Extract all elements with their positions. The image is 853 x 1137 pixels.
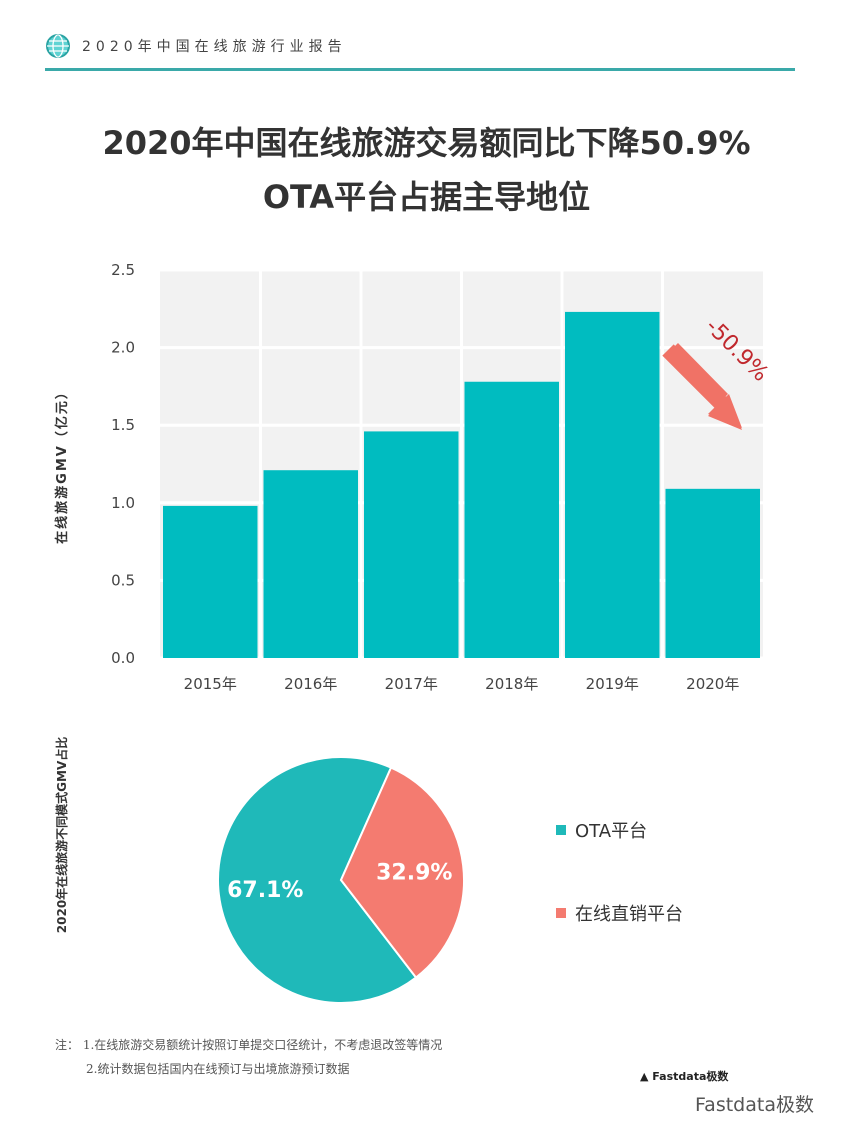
y-tick-label: 0.5 bbox=[111, 571, 135, 589]
note-1: 注： 1.在线旅游交易额统计按照订单提交口径统计，不考虑退改签等情况 bbox=[55, 1038, 443, 1052]
header-divider bbox=[45, 68, 795, 71]
x-tick-label: 2019年 bbox=[586, 675, 639, 693]
pie-slice-label: 67.1% bbox=[227, 878, 303, 903]
y-tick-label: 2.0 bbox=[111, 339, 135, 357]
x-tick-label: 2018年 bbox=[485, 675, 538, 693]
bar-2019年 bbox=[565, 311, 660, 658]
page-title-line1: 2020年中国在线旅游交易额同比下降50.9% bbox=[102, 124, 751, 162]
bar-2016年 bbox=[263, 470, 358, 658]
pie-slice-1 bbox=[339, 766, 465, 979]
watermark-text: Fastdata极数 bbox=[695, 1094, 814, 1116]
y-tick-label: 1.5 bbox=[111, 416, 135, 434]
pie-y-axis-label: 2020年在线旅游不同模式GMV占比 bbox=[54, 737, 69, 933]
x-tick-label: 2017年 bbox=[385, 675, 438, 693]
bar-chart: 在线旅游GMV（亿元） 0.0 0.5 1.0 1.5 2.0 2.5 2015年 2016年… bbox=[54, 261, 773, 693]
bar-y-axis-label: 在线旅游GMV（亿元） bbox=[54, 384, 70, 544]
bar-2015年 bbox=[163, 505, 258, 658]
x-tick-label: 2016年 bbox=[284, 675, 337, 693]
legend-swatch bbox=[556, 825, 566, 835]
bar-2020年 bbox=[665, 488, 760, 658]
watermark-logo: ▲ Fastdata极数 bbox=[640, 1070, 729, 1083]
legend-swatch bbox=[556, 908, 566, 918]
pie-slice-label: 32.9% bbox=[376, 860, 452, 885]
legend-label: 在线直销平台 bbox=[575, 904, 683, 925]
y-tick-label: 0.0 bbox=[111, 649, 135, 667]
down-arrow-head bbox=[708, 396, 742, 430]
x-tick-label: 2020年 bbox=[686, 675, 739, 693]
report-header: 2020年中国在线旅游行业报告 bbox=[82, 39, 347, 55]
bar-2018年 bbox=[464, 381, 559, 658]
y-tick-label: 2.5 bbox=[111, 261, 135, 279]
y-tick-label: 1.0 bbox=[111, 494, 135, 512]
bar-2017年 bbox=[364, 431, 459, 658]
note-2: 2.统计数据包括国内在线预订与出境旅游预订数据 bbox=[86, 1062, 350, 1076]
x-tick-label: 2015年 bbox=[184, 675, 237, 693]
globe-icon bbox=[46, 34, 70, 58]
legend-label: OTA平台 bbox=[575, 821, 647, 842]
page-title-line2: OTA平台占据主导地位 bbox=[262, 178, 591, 216]
pie-chart: 2020年在线旅游不同模式GMV占比 67.1% OTA平台 32.9% 在线直销平台 bbox=[54, 737, 683, 1004]
pie-slice-0 bbox=[217, 756, 418, 1004]
down-arrow-shaft bbox=[662, 344, 732, 414]
